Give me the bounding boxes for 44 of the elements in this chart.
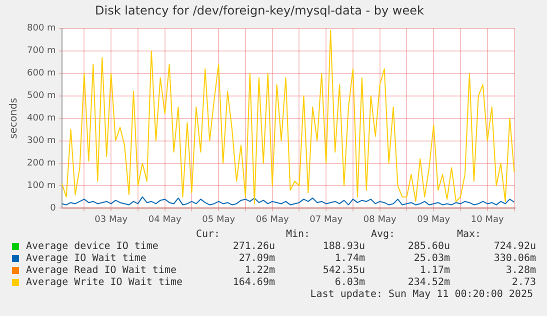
text: 724.92u <box>494 241 536 252</box>
y-tick-label: 700 m <box>26 46 56 56</box>
x-tick-label: 10 May <box>470 214 505 225</box>
text: 188.93u <box>322 241 365 252</box>
y-tick-label: 600 m <box>26 68 56 79</box>
text: 2.73 <box>512 277 536 288</box>
y-axis-title: seconds <box>8 98 20 139</box>
y-tick-label: 400 m <box>26 114 56 124</box>
text: Last update: Sun May 11 00:20:00 2025 <box>310 289 533 300</box>
y-tick-label: 300 m <box>26 136 56 146</box>
text: 285.60u <box>408 241 450 252</box>
y-tick-label: 800 m <box>26 24 56 34</box>
y-tick-label: 500 m <box>26 91 56 102</box>
text: 27.09m <box>238 253 275 264</box>
text: 542.35u <box>322 265 365 276</box>
x-tick-label: 06 May <box>256 214 290 225</box>
x-tick-label: 05 May <box>202 214 236 225</box>
legend-label: Average Write IO Wait time <box>26 277 183 288</box>
x-tick-label: 07 May <box>310 214 344 225</box>
text: 234.52m <box>408 277 450 288</box>
text: Cur: <box>194 229 222 240</box>
chart-title: Disk latency for /dev/foreign-key/mysql-data - by week <box>95 3 424 18</box>
y-tick-label: 100 m <box>26 181 56 192</box>
text: 25.03m <box>414 253 450 264</box>
text: Avg: <box>370 229 396 240</box>
text: 6.03m <box>334 277 365 288</box>
x-tick-label: 08 May <box>363 214 397 225</box>
y-tick-label: 0 <box>50 204 56 214</box>
text: 330.06m <box>494 253 536 264</box>
x-tick-label: 04 May <box>148 214 182 225</box>
legend-label: Average Read IO Wait time <box>26 265 177 276</box>
text: 164.69m <box>232 277 275 288</box>
text: 1.74m <box>334 253 365 264</box>
text: 1.17m <box>420 265 450 276</box>
legend-label: Average device IO time <box>26 241 158 252</box>
text: 3.28m <box>506 265 536 276</box>
legend-label: Average IO Wait time <box>26 253 146 264</box>
x-tick-label: 09 May <box>417 214 451 225</box>
text: Max: <box>456 229 482 240</box>
text: 1.22m <box>244 265 275 276</box>
text: 271.26u <box>232 241 275 252</box>
text: Min: <box>284 229 312 240</box>
x-tick-label: 03 May <box>94 214 128 225</box>
y-tick-label: 200 m <box>26 158 56 169</box>
